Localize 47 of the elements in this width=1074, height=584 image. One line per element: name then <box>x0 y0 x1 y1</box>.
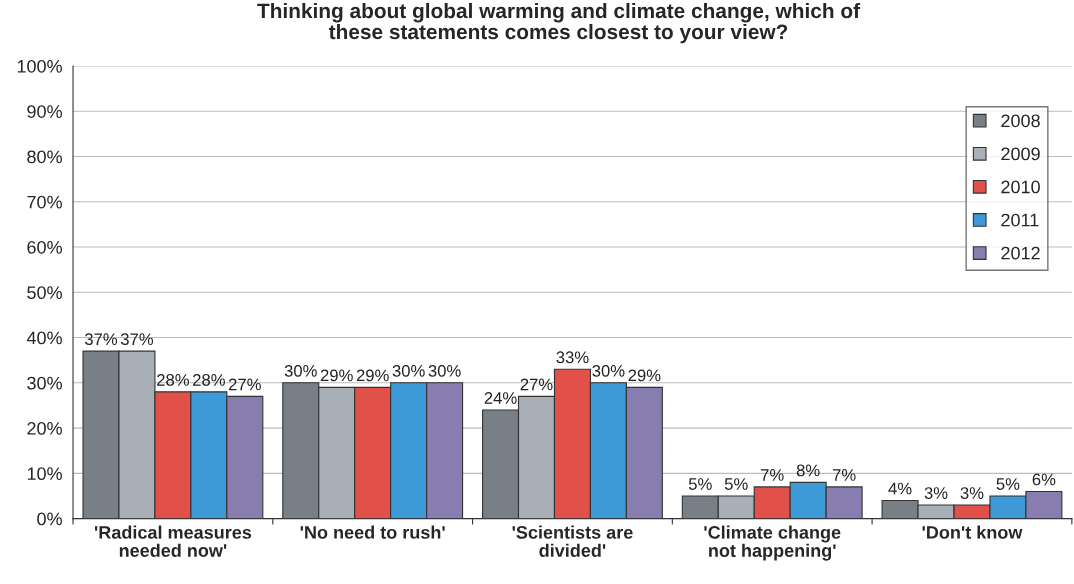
legend-label: 2012 <box>1001 246 1040 260</box>
data-label: 7% <box>832 469 856 481</box>
data-label: 37% <box>120 333 154 346</box>
y-tick-label: 100% <box>17 59 62 73</box>
data-label: 37% <box>84 333 118 346</box>
data-label: 29% <box>356 369 389 382</box>
y-tick-label: 20% <box>27 422 62 435</box>
legend-label: 2009 <box>1001 147 1040 161</box>
y-tick-label: 90% <box>27 105 62 118</box>
data-label: 28% <box>193 373 225 386</box>
data-label: 6% <box>1032 473 1056 486</box>
y-tick-label: 70% <box>27 195 62 209</box>
y-tick-label: 60% <box>27 240 62 254</box>
data-label: 30% <box>428 364 461 377</box>
y-tick-label: 80% <box>27 150 62 164</box>
y-tick-label: 0% <box>37 512 62 526</box>
data-label: 24% <box>484 392 517 404</box>
y-tick-label: 40% <box>26 331 62 345</box>
data-label: 5% <box>996 478 1020 490</box>
data-label: 27% <box>228 378 261 391</box>
data-label: 27% <box>520 378 553 391</box>
x-tick-label: 'No need to rush' <box>300 525 445 539</box>
y-tick-label: 50% <box>27 286 62 300</box>
x-tick-label: 'Scientists are divided' <box>512 525 633 557</box>
data-label: 28% <box>157 373 189 386</box>
x-tick-label: 'Radical measures needed now' <box>94 525 252 557</box>
data-label: 30% <box>284 364 317 377</box>
data-label: 30% <box>392 364 425 377</box>
y-tick-label: 10% <box>27 467 62 481</box>
legend-label: 2010 <box>1001 180 1040 194</box>
data-label: 4% <box>888 482 912 495</box>
data-label: 3% <box>960 487 984 499</box>
legend-label: 2008 <box>1001 114 1040 128</box>
data-label: 30% <box>592 364 625 377</box>
chart-title: Thinking about global warming and climate change, which of these statements comes closest to your view? <box>257 2 861 44</box>
x-tick-label: 'Don't know <box>922 525 1023 539</box>
x-tick-label: 'Climate change not happening' <box>704 525 841 561</box>
data-label: 5% <box>724 478 748 490</box>
y-tick-label: 30% <box>27 376 62 390</box>
data-label: 33% <box>556 351 589 364</box>
data-label: 5% <box>688 478 712 490</box>
data-label: 29% <box>628 369 661 382</box>
data-label: 29% <box>320 369 353 382</box>
legend-label: 2011 <box>1001 213 1039 227</box>
data-label: 7% <box>761 469 784 481</box>
data-label: 8% <box>796 464 820 477</box>
data-label: 3% <box>924 487 948 499</box>
